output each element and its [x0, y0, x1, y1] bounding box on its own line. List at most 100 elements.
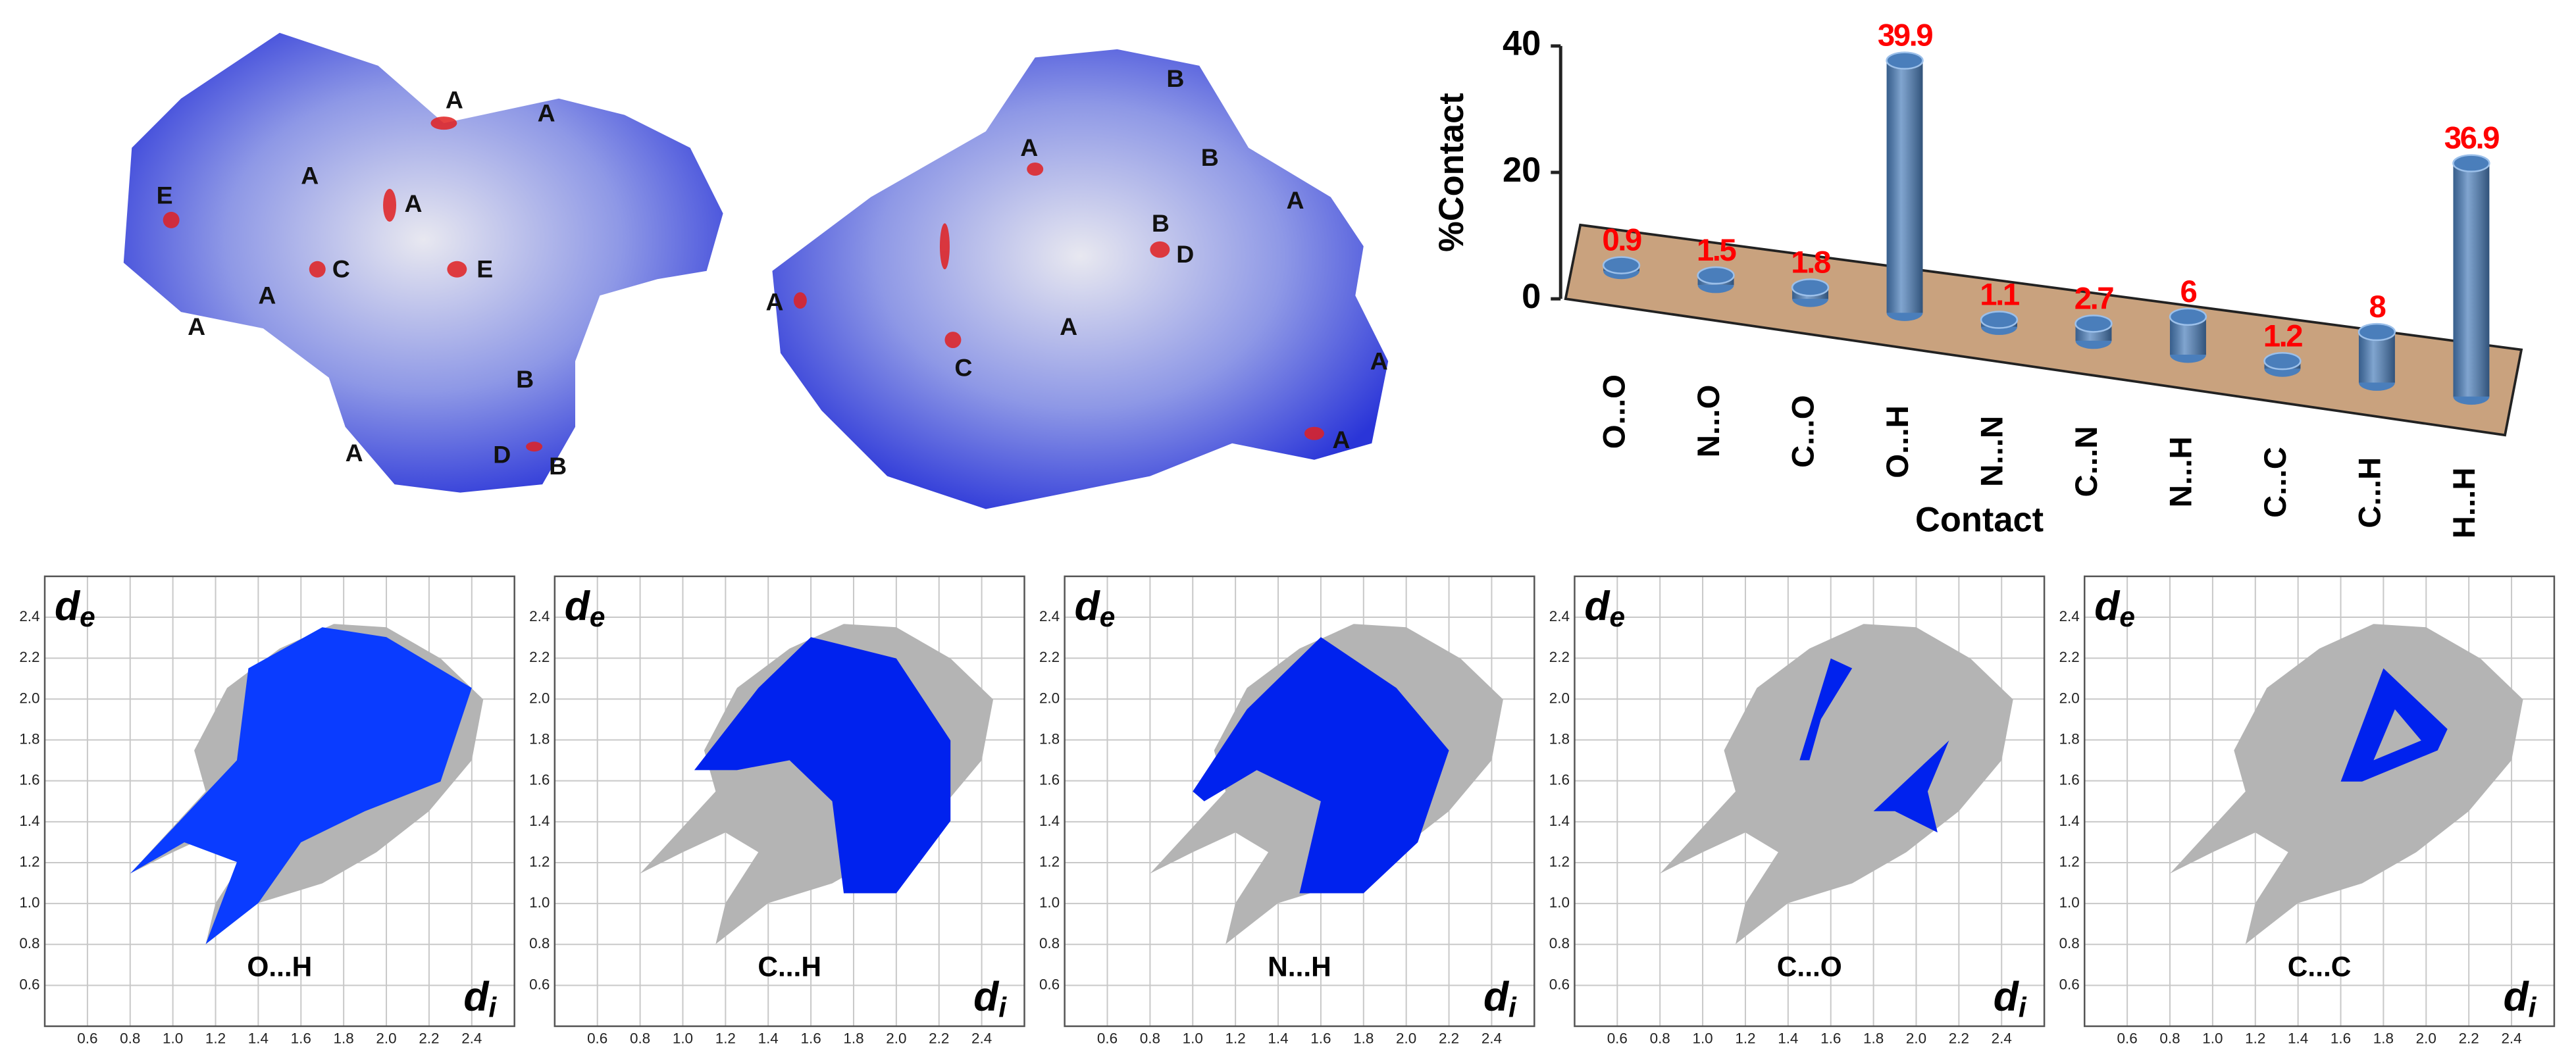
x-tick-label: 2.0 [1396, 1030, 1416, 1047]
y-axis-label-main: d [565, 584, 591, 629]
surface-label: A [1060, 313, 1077, 340]
x-tick-label: 2.2 [2459, 1030, 2479, 1047]
x-tick-label: 1.8 [843, 1030, 863, 1047]
x-tick-label: 2.4 [1992, 1030, 2012, 1047]
x-axis-label-sub: i [488, 992, 497, 1023]
y-axis-label: de [2094, 584, 2135, 632]
x-tick-label: 1.4 [2288, 1030, 2308, 1047]
value-label: 1.8 [1791, 245, 1830, 280]
x-tick-label: C...C [2258, 447, 2293, 518]
x-tick-label: 2.4 [2501, 1030, 2521, 1047]
plot-title: C...H [758, 951, 821, 982]
surface-2: B A B A B D A A C A A [765, 49, 1389, 509]
x-axis-label-sub: i [998, 992, 1007, 1023]
value-label: 39.9 [1878, 18, 1932, 53]
y-tick-label: 1.2 [1549, 853, 1570, 870]
surface-label: A [188, 313, 205, 340]
x-tick-label: O...O [1597, 374, 1632, 449]
blue-cloud [2340, 668, 2448, 782]
y-tick-label: 0 [1522, 278, 1541, 316]
contact-spots [793, 163, 1324, 440]
surface-label: B [1166, 64, 1184, 92]
surface-label: A [765, 288, 783, 316]
y-tick-label: 0.6 [1039, 976, 1060, 992]
bar-shade [1886, 61, 1923, 313]
y-axis-label: de [1075, 584, 1116, 632]
bar-top [2263, 351, 2302, 370]
surface-1: A A A A E C E A A B A D B [123, 32, 723, 493]
y-tick-label: 1.0 [1039, 894, 1060, 911]
y-tick-label: 1.2 [1039, 853, 1060, 870]
x-tick-label: 1.2 [2245, 1030, 2265, 1047]
x-axis-label: di [1483, 975, 1517, 1023]
y-tick-label: 2.4 [2059, 608, 2080, 624]
plot-frame [1064, 575, 1535, 1027]
y-axis-label: %Contact [1433, 93, 1471, 252]
surface-label: A [346, 439, 363, 467]
fingerprint-plot: 0.6 0.8 1.0 1.2 1.4 1.6 1.8 2.0 2.2 2.4 0.6 0.8 1.0 1… [2059, 575, 2556, 1047]
bar-top [2169, 307, 2207, 326]
x-tick-label: 1.0 [163, 1030, 183, 1047]
y-tick-label: 2.2 [1039, 649, 1060, 665]
y-tick-label: 0.8 [1039, 935, 1060, 951]
x-tick-label: N...O [1691, 385, 1726, 458]
y-axis-label: de [1584, 584, 1625, 632]
x-axis-label-main: d [973, 975, 1000, 1020]
value-label: 2.7 [2074, 281, 2114, 316]
plot-frame [554, 575, 1025, 1027]
plot-title: N...H [1268, 951, 1331, 982]
surface-label: A [404, 190, 422, 217]
x-tick-label: 0.6 [1607, 1030, 1628, 1047]
value-label: 1.5 [1697, 233, 1737, 268]
y-axis-label: de [565, 584, 605, 632]
x-tick-label: 1.0 [2202, 1030, 2223, 1047]
x-axis-label: Contact [1915, 501, 2044, 539]
y-axis-label-sub: e [80, 601, 95, 632]
x-tick-label: 0.8 [2159, 1030, 2180, 1047]
y-tick-label: 1.0 [1549, 894, 1570, 911]
x-tick-label: 1.2 [715, 1030, 736, 1047]
x-tick-label: 1.2 [1225, 1030, 1246, 1047]
x-tick-label: 0.6 [77, 1030, 97, 1047]
value-label: 36.9 [2444, 121, 2499, 156]
y-tick-label: 1.6 [2059, 772, 2080, 788]
surface-label: B [1152, 209, 1170, 237]
chart-floor [1564, 223, 2523, 437]
surface-label: B [1201, 143, 1219, 171]
y-tick-label: 40 [1503, 25, 1541, 63]
x-tick-label: 2.4 [1481, 1030, 1502, 1047]
y-tick-label: 1.2 [2059, 853, 2080, 870]
fingerprint-plot: 0.6 0.8 1.0 1.2 1.4 1.6 1.8 2.0 2.2 2.4 0.6 0.8 1.0 1… [529, 575, 1025, 1047]
blue-cloud [1193, 637, 1449, 894]
x-tick-label: 1.2 [205, 1030, 226, 1047]
value-label: 0.9 [1602, 223, 1641, 258]
bar-top [2452, 154, 2490, 172]
y-tick-label: 1.8 [2059, 730, 2080, 747]
y-tick-label: 2.4 [1549, 608, 1570, 624]
y-tick-label: 2.2 [19, 649, 39, 665]
blue-cloud [1799, 658, 1949, 833]
bar-chart: %Contact Contact 0 20 40 0.9 O...O 1.5 N...O 1.… [1433, 18, 2523, 539]
bar-shade [2453, 163, 2490, 397]
surface-label: A [1020, 134, 1038, 161]
surface-label: A [258, 282, 276, 309]
y-tick-label: 1.0 [19, 894, 39, 911]
y-tick-label: 0.8 [19, 935, 39, 951]
y-axis-label-main: d [1075, 584, 1101, 629]
x-tick-label: 1.0 [673, 1030, 693, 1047]
value-label: 1.2 [2263, 318, 2303, 353]
x-tick-label: 2.2 [1439, 1030, 1459, 1047]
x-tick-label: 1.8 [2373, 1030, 2394, 1047]
y-tick-label: 2.0 [2059, 690, 2080, 706]
plot-title: O...H [247, 951, 312, 982]
x-tick-label: 0.8 [1650, 1030, 1670, 1047]
x-tick-label: C...O [1786, 395, 1821, 468]
plot-frame [1574, 575, 2046, 1027]
y-tick-label: 2.0 [1039, 690, 1060, 706]
x-tick-label: 1.6 [2331, 1030, 2351, 1047]
x-tick-label: 0.8 [120, 1030, 140, 1047]
surface-label: A [1332, 426, 1350, 453]
y-tick-label: 0.6 [1549, 976, 1570, 992]
x-tick-label: 1.8 [1863, 1030, 1884, 1047]
